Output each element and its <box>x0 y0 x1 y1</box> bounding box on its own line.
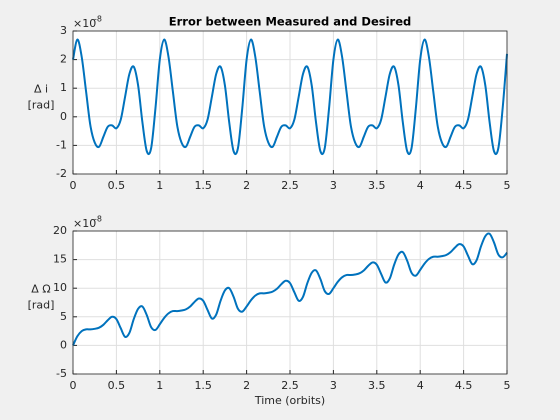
x-tick-label: 4 <box>417 179 424 192</box>
x-tick-label: 4 <box>417 379 424 392</box>
x-tick-label: 1.5 <box>194 179 212 192</box>
x-tick-label: 0.5 <box>108 179 126 192</box>
x-tick-label: 4.5 <box>455 379 473 392</box>
x-tick-label: 2 <box>243 379 250 392</box>
y-tick-label: -5 <box>56 367 67 380</box>
y-tick-label: 5 <box>60 310 67 323</box>
y-tick-label: 2 <box>60 53 67 66</box>
y-tick-label: -2 <box>56 167 67 180</box>
y-tick-label: 0 <box>60 110 67 123</box>
y-multiplier: ×10 <box>73 17 96 30</box>
y-axis-label: Δ i <box>34 83 48 96</box>
y-tick-label: 0 <box>60 338 67 351</box>
y-multiplier-exponent: -8 <box>94 15 102 24</box>
x-tick-label: 3.5 <box>368 379 386 392</box>
x-tick-label: 5 <box>504 179 511 192</box>
x-tick-label: 3.5 <box>368 179 386 192</box>
data-line <box>72 38 508 155</box>
chart-title: Error between Measured and Desired <box>169 15 411 29</box>
x-tick-label: 4.5 <box>455 179 473 192</box>
data-line <box>72 232 508 346</box>
y-axis-label: Δ Ω <box>31 283 50 296</box>
x-tick-label: 0.5 <box>108 379 126 392</box>
y-tick-label: -1 <box>56 138 67 151</box>
x-tick-label: 1 <box>156 179 163 192</box>
x-tick-label: 3 <box>330 179 337 192</box>
x-tick-label: 2.5 <box>281 179 299 192</box>
x-tick-label: 3 <box>330 379 337 392</box>
x-tick-label: 2 <box>243 179 250 192</box>
y-tick-label: 20 <box>53 224 67 237</box>
x-tick-label: 5 <box>504 379 511 392</box>
y-tick-label: 15 <box>53 253 67 266</box>
x-tick-label: 2.5 <box>281 379 299 392</box>
axes-box <box>72 30 508 175</box>
y-tick-label: 10 <box>53 281 67 294</box>
y-multiplier-exponent: -8 <box>94 215 102 224</box>
y-tick-label: 3 <box>60 24 67 37</box>
x-tick-label: 0 <box>70 379 77 392</box>
y-axis-label: [rad] <box>28 99 55 112</box>
y-axis-label: [rad] <box>28 299 55 312</box>
x-tick-label: 1.5 <box>194 379 212 392</box>
y-multiplier: ×10 <box>73 217 96 230</box>
x-tick-label: 1 <box>156 379 163 392</box>
axes-box <box>72 230 508 375</box>
x-axis-label: Time (orbits) <box>254 394 325 407</box>
y-tick-label: 1 <box>60 81 67 94</box>
x-tick-label: 0 <box>70 179 77 192</box>
